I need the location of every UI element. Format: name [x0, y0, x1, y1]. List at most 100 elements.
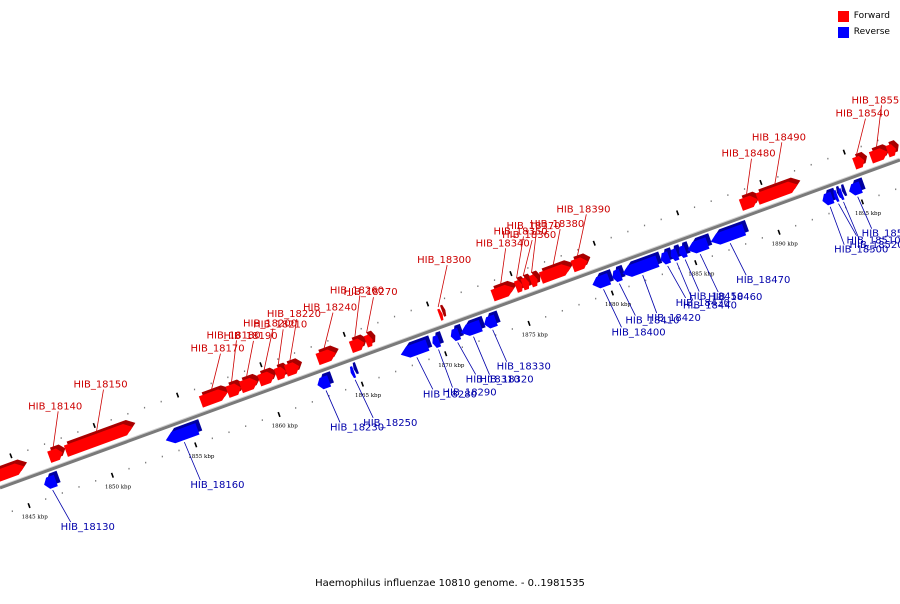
minor-tick-dot — [345, 388, 347, 391]
tick-label: 1845 kbp — [22, 515, 49, 521]
gene-label-forward: HIB_18240 — [303, 303, 357, 314]
minor-tick-dot — [577, 248, 579, 251]
minor-tick-dot — [395, 370, 397, 373]
gene-hib-18470 — [710, 219, 749, 245]
tick-label: 1850 kbp — [105, 484, 132, 490]
minor-tick-dot — [660, 218, 662, 221]
tick-label: 1875 kbp — [522, 332, 549, 338]
major-tick-bottom — [777, 229, 781, 235]
gene-body — [484, 314, 498, 329]
minor-tick-dot — [393, 315, 396, 318]
leader-line-reverse — [354, 379, 374, 419]
gene-body — [490, 284, 515, 302]
minor-tick-dot — [295, 407, 297, 409]
gene-hib-18260 — [348, 334, 368, 353]
legend-reverse: Reverse — [837, 24, 890, 40]
major-tick-bottom — [860, 199, 865, 205]
minor-tick-dot — [210, 382, 212, 385]
gene-hib-18150 — [63, 420, 136, 457]
minor-tick-dot — [777, 176, 779, 178]
gene-hib-18390 — [570, 253, 591, 273]
minor-tick-dot — [793, 170, 796, 172]
minor-tick-dot — [795, 224, 797, 227]
leader-line-forward — [211, 353, 221, 390]
gene-label-reverse: HIB_18450 — [689, 292, 743, 303]
major-tick-top — [592, 240, 596, 246]
gene-body — [238, 377, 258, 394]
leader-line-reverse — [438, 349, 453, 388]
minor-tick-dot — [327, 340, 329, 342]
major-tick-top — [675, 210, 680, 216]
gene-body — [592, 273, 612, 289]
minor-tick-dot — [245, 425, 247, 427]
gene-partial-44 — [885, 140, 899, 158]
minor-tick-dot — [761, 237, 763, 239]
gene-label-forward: HIB_18210 — [253, 319, 307, 330]
leader-line-forward — [876, 105, 882, 148]
gene-label-reverse: HIB_18160 — [190, 480, 244, 491]
genome-title: Haemophilus influenzae 10810 genome. - 0… — [315, 578, 585, 589]
gene-label-reverse: HIB_18320 — [480, 375, 534, 386]
minor-tick-dot — [661, 273, 663, 276]
tick-label: 1865 kbp — [355, 393, 382, 399]
gene-hib-18420 — [622, 251, 663, 277]
gene-body — [317, 375, 332, 390]
major-tick-bottom — [610, 290, 615, 296]
minor-tick-dot — [595, 297, 597, 300]
leader-line-forward — [323, 312, 334, 349]
minor-tick-dot — [860, 145, 862, 148]
leader-line-reverse — [676, 262, 694, 301]
minor-tick-dot — [478, 340, 480, 342]
gene-body — [612, 268, 623, 283]
gene-hib-18330 — [484, 310, 501, 329]
minor-tick-dot — [77, 431, 79, 433]
minor-tick-dot — [895, 188, 897, 191]
gene-partial-1 — [0, 459, 28, 482]
leader-line-forward — [552, 229, 561, 266]
gene-hib-18190 — [238, 373, 261, 394]
gene-label-forward: HIB_18490 — [752, 132, 806, 143]
gene-body — [257, 371, 275, 387]
minor-tick-dot — [811, 218, 813, 221]
leader-line-reverse — [843, 201, 860, 241]
gene-shadow — [439, 304, 447, 317]
minor-tick-dot — [743, 188, 746, 190]
leader-line-reverse — [473, 336, 490, 375]
gene-body — [849, 181, 863, 196]
gene-body — [432, 335, 442, 348]
gene-label-reverse: HIB_18520 — [850, 240, 900, 251]
leader-line-forward — [576, 214, 587, 257]
minor-tick-dot — [328, 395, 330, 397]
minor-tick-dot — [627, 230, 629, 233]
minor-tick-dot — [877, 139, 879, 142]
gene-label-forward: HIB_18270 — [343, 287, 397, 298]
leader-line-reverse — [325, 390, 341, 423]
minor-tick-dot — [461, 346, 463, 349]
gene-body — [460, 319, 483, 336]
label-layer: HIB_18140HIB_18150HIB_18170HIB_18180HIB_… — [28, 95, 900, 533]
minor-tick-dot — [310, 346, 312, 348]
gene-body — [838, 188, 845, 201]
minor-tick-dot — [493, 279, 496, 281]
leader-line-reverse — [457, 342, 477, 375]
gene-label-reverse: HIB_18230 — [330, 422, 384, 433]
major-tick-top — [259, 362, 263, 368]
gene-body — [622, 255, 660, 277]
minor-tick-dot — [410, 309, 412, 312]
gene-body — [833, 189, 840, 202]
gene-label-forward: HIB_18150 — [73, 380, 127, 391]
gene-label-reverse: HIB_18250 — [363, 418, 417, 429]
minor-tick-dot — [527, 267, 529, 269]
gene-label-forward: HIB_18260 — [330, 285, 384, 296]
gene-label-reverse: HIB_18130 — [61, 522, 115, 533]
gene-body — [822, 191, 835, 206]
leader-line-reverse — [492, 329, 508, 362]
major-tick-top — [9, 453, 13, 459]
gene-body — [660, 251, 672, 265]
gene-hib-18380 — [538, 260, 574, 284]
major-tick-bottom — [27, 502, 31, 509]
gene-body — [0, 463, 25, 482]
gene-label-forward: HIB_18550 — [851, 95, 900, 106]
gene-body — [63, 424, 133, 457]
